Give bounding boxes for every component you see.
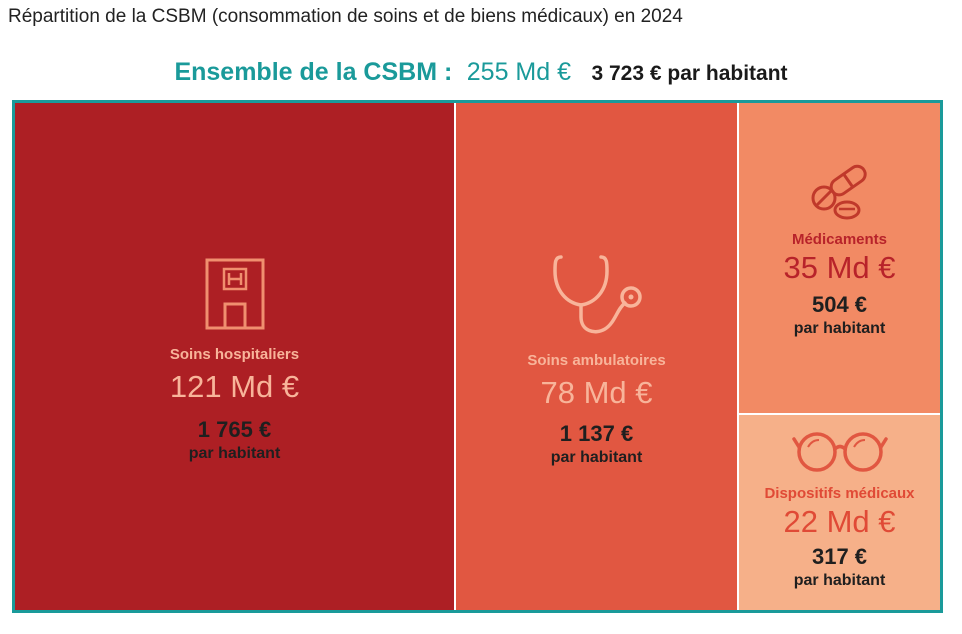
tile-soins-hospitaliers: Soins hospitaliers 121 Md € 1 765 € par …: [15, 103, 454, 610]
category-value: 121 Md €: [169, 369, 300, 404]
category-value: 35 Md €: [783, 250, 896, 285]
treemap-frame: Soins hospitaliers 121 Md € 1 765 € par …: [12, 100, 943, 613]
tile-content: Soins hospitaliers 121 Md € 1 765 € par …: [15, 346, 454, 463]
tile-medicaments: Médicaments 35 Md € 504 € par habitant: [739, 103, 940, 413]
total-value: 255 Md €: [466, 58, 572, 86]
category-value: 78 Md €: [540, 375, 653, 410]
per-capita-value: 1 765 €: [197, 417, 272, 442]
tile-dispositifs-medicaux: Dispositifs médicaux 22 Md € 317 € par h…: [739, 415, 940, 610]
category-label: Soins hospitaliers: [169, 346, 300, 363]
per-capita-sub: par habitant: [188, 445, 281, 462]
per-capita-value: 504 €: [811, 292, 868, 317]
glasses-icon: [792, 432, 888, 472]
tile-content: Dispositifs médicaux 22 Md € 317 € par h…: [739, 485, 940, 590]
total-label: Ensemble de la CSBM :: [174, 58, 453, 86]
tile-content: Soins ambulatoires 78 Md € 1 137 € par h…: [456, 352, 737, 467]
category-label: Dispositifs médicaux: [764, 485, 915, 502]
tile-soins-ambulatoires: Soins ambulatoires 78 Md € 1 137 € par h…: [456, 103, 737, 610]
category-value: 22 Md €: [783, 504, 896, 539]
per-capita-sub: par habitant: [793, 320, 886, 337]
stethoscope-icon: [553, 255, 642, 334]
category-label: Médicaments: [791, 231, 888, 248]
total-per-capita: 3 723 € par habitant: [591, 62, 788, 85]
per-capita-sub: par habitant: [550, 449, 643, 466]
chart-title: Répartition de la CSBM (consommation de …: [8, 6, 683, 27]
per-capita-sub: par habitant: [793, 572, 886, 589]
category-label: Soins ambulatoires: [527, 352, 666, 369]
total-summary: Ensemble de la CSBM : 255 Md € 3 723 € p…: [0, 58, 962, 87]
tile-content: Médicaments 35 Md € 504 € par habitant: [739, 231, 940, 338]
per-capita-value: 317 €: [811, 544, 868, 569]
hospital-icon: [205, 258, 265, 330]
per-capita-value: 1 137 €: [559, 421, 634, 446]
pills-icon: [811, 164, 867, 220]
